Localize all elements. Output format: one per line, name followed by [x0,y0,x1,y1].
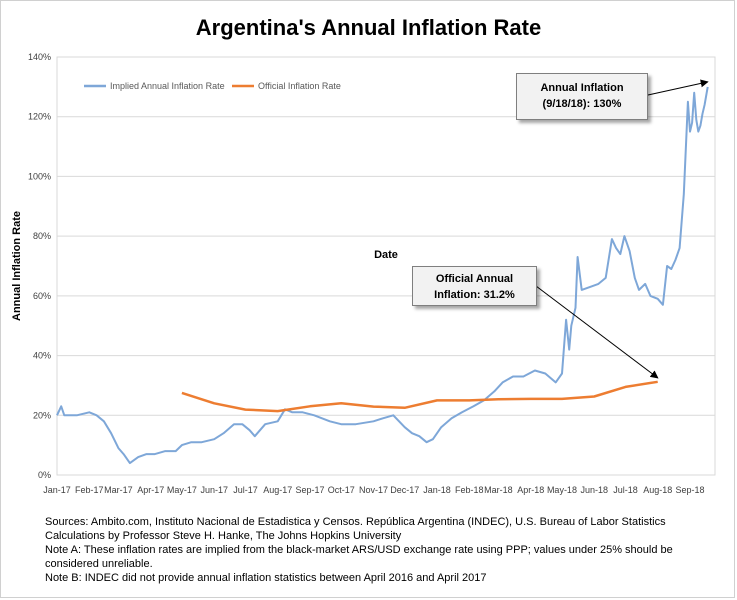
series-line-official [181,380,658,413]
x-tick-label: May-17 [167,485,197,495]
x-tick-label: Mar-18 [484,485,513,495]
y-tick-label: 140% [28,52,51,62]
legend-label-official: Official Inflation Rate [258,81,341,91]
y-tick-label: 40% [33,351,51,361]
chart-title: Argentina's Annual Inflation Rate [195,15,542,40]
annotation-official-line1: Official Annual [435,273,514,285]
x-tick-label: Jan-17 [43,485,71,495]
y-tick-label: 20% [33,410,51,420]
y-tick-label: 120% [28,112,51,122]
x-tick-label: May-18 [547,485,577,495]
y-axis-label: Annual Inflation Rate [11,211,23,321]
x-tick-label: Jun-17 [200,485,228,495]
annotation-implied-line1: Annual Inflation [540,82,624,94]
y-tick-label: 80% [33,231,51,241]
x-tick-label: Jul-17 [233,485,258,495]
x-tick-label: Jul-18 [613,485,638,495]
note-b: Note B: INDEC did not provide annual inf… [45,572,487,584]
annotation-implied-line2: (9/18/18): 130% [542,98,622,110]
x-tick-label: Sep-17 [295,485,324,495]
x-tick-label: Jan-18 [423,485,451,495]
x-tick-label: Feb-18 [455,485,484,495]
x-tick-label: Sep-18 [675,485,704,495]
x-tick-label: Feb-17 [75,485,104,495]
note-a: Note A: These inflation rates are implie… [45,544,673,570]
x-tick-label: Mar-17 [104,485,133,495]
x-tick-label: Nov-17 [359,485,388,495]
x-tick-label: Aug-17 [263,485,292,495]
x-tick-label: Apr-18 [517,485,544,495]
note-sources: Sources: Ambito.com, Instituto Nacional … [45,516,666,528]
series-line-implied [56,86,709,465]
x-axis-label: Date [374,249,398,261]
x-tick-label: Jun-18 [580,485,608,495]
x-tick-label: Oct-17 [328,485,355,495]
chart-notes: Sources: Ambito.com, Instituto Nacional … [45,515,725,585]
annotation-implied-inflation: Annual Inflation (9/18/18): 130% [516,73,648,120]
y-tick-label: 0% [38,470,51,480]
note-calculations: Calculations by Professor Steve H. Hanke… [45,530,402,542]
y-tick-label: 100% [28,171,51,181]
y-tick-label: 60% [33,291,51,301]
legend-label-implied: Implied Annual Inflation Rate [110,81,225,91]
annotation-arrow-implied [647,79,709,96]
annotation-arrow-official [535,285,659,379]
annotation-official-line2: Inflation: 31.2% [434,289,515,301]
x-tick-label: Aug-18 [643,485,672,495]
annotation-official-inflation: Official Annual Inflation: 31.2% [412,266,537,306]
x-tick-label: Apr-17 [137,485,164,495]
x-tick-label: Dec-17 [390,485,419,495]
